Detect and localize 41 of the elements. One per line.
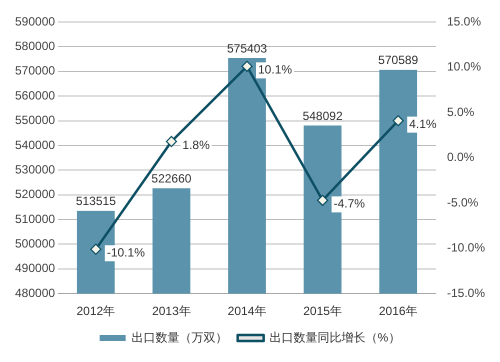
legend-label: 出口数量（万双） — [132, 330, 228, 344]
y-tick-label: 590000 — [14, 14, 56, 28]
x-tick-label: 2012年 — [76, 304, 116, 318]
y-tick-label: 510000 — [14, 212, 56, 226]
data-label: -4.7% — [334, 196, 366, 211]
point — [90, 244, 102, 255]
y2-tick-label: -10.0% — [446, 240, 486, 255]
y-tick-label: 490000 — [14, 261, 56, 276]
data-label: 1.8% — [182, 138, 210, 152]
point — [392, 115, 404, 126]
y-tick-label: 580000 — [14, 39, 56, 54]
y2-tick-label: 10.0% — [446, 60, 482, 74]
data-label: 522660 — [151, 172, 192, 186]
y-tick-label: 540000 — [14, 138, 56, 152]
y-tick-label: 480000 — [14, 286, 56, 300]
y-tick-label: 500000 — [14, 236, 56, 251]
x-tick-label: 2014年 — [228, 304, 266, 318]
y2-tick-label: 0.0% — [446, 150, 475, 164]
data-label: 4.1% — [409, 116, 437, 131]
point — [241, 60, 253, 72]
data-label: 575403 — [226, 41, 268, 56]
point — [317, 194, 328, 206]
y-tick-label: 550000 — [14, 113, 56, 128]
y-tick-label: 520000 — [14, 187, 56, 202]
y-tick-label: 560000 — [14, 88, 56, 102]
data-label: 513515 — [76, 194, 116, 208]
data-label: 570589 — [378, 53, 419, 68]
y2-tick-label: -15.0% — [446, 286, 486, 300]
y-tick-label: 530000 — [14, 162, 56, 176]
data-label: 10.1% — [258, 62, 292, 77]
y2-tick-label: -5.0% — [446, 195, 479, 210]
y2-tick-label: 15.0% — [446, 14, 482, 28]
y-tick-label: 570000 — [14, 64, 56, 78]
x-tick-label: 2016年 — [378, 304, 418, 318]
data-label: 548092 — [302, 108, 343, 123]
x-tick-label: 2015年 — [303, 304, 342, 318]
legend-label: 出口数量同比增长（%） — [270, 330, 400, 344]
x-tick-label: 2013年 — [152, 304, 191, 318]
point — [166, 136, 178, 148]
data-label: -10.1% — [106, 246, 146, 260]
y2-tick-label: 5.0% — [446, 104, 475, 119]
